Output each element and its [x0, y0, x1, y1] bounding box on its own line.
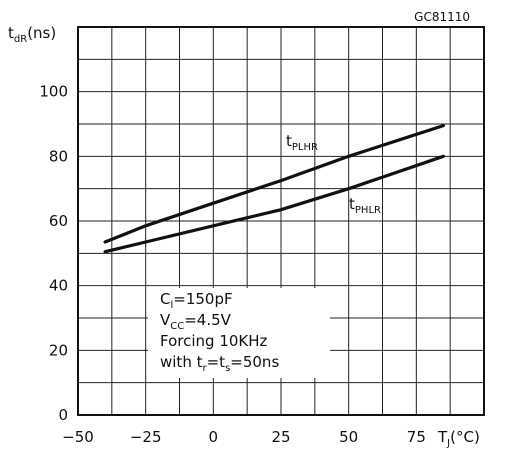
y-axis-label-main: t — [8, 24, 14, 42]
series-label-phlr: tPHLR — [349, 195, 381, 216]
y-tick-label: 0 — [58, 406, 68, 424]
series-lines — [103, 123, 445, 254]
y-tick-label: 60 — [49, 212, 68, 230]
x-tick-label: 0 — [209, 428, 219, 446]
note-line-3: Forcing 10KHz — [160, 332, 268, 350]
y-axis-label-unit: (ns) — [27, 24, 56, 42]
series-line-phlr — [103, 154, 445, 254]
series-label-plhr: tPLHR — [286, 132, 318, 153]
x-axis-label: TJ(°C) — [437, 428, 480, 449]
x-axis-label-unit: (°C) — [450, 428, 480, 446]
y-tick-label: 40 — [49, 277, 68, 295]
x-axis-label-sub: J — [446, 438, 450, 449]
y-tick-label: 80 — [49, 147, 68, 165]
chart-code: GC81110 — [414, 10, 470, 24]
y-tick-label: 20 — [49, 341, 68, 359]
note-line-4: with tr=ts=50ns — [160, 353, 279, 374]
y-tick-label: 100 — [39, 83, 68, 101]
y-axis-label-sub: dR — [14, 34, 27, 45]
x-tick-label: 50 — [339, 428, 358, 446]
x-tick-label: −50 — [62, 428, 94, 446]
plot-frame — [77, 26, 485, 416]
x-tick-label: 25 — [271, 428, 290, 446]
conditions-note: Cl=150pF VCC=4.5V Forcing 10KHz with tr=… — [148, 288, 330, 378]
series-line-plhr — [103, 123, 445, 244]
y-axis-label: tdR(ns) — [8, 24, 56, 45]
tick-labels: −50 −25 0 25 50 75 0 20 40 60 80 100 — [39, 83, 426, 446]
x-axis-label-main: T — [437, 428, 448, 446]
x-tick-label: −25 — [130, 428, 162, 446]
x-tick-label: 75 — [407, 428, 426, 446]
note-line-1: Cl=150pF — [160, 290, 233, 311]
note-line-2: VCC=4.5V — [160, 311, 232, 332]
conditions-note-bg — [148, 288, 330, 378]
